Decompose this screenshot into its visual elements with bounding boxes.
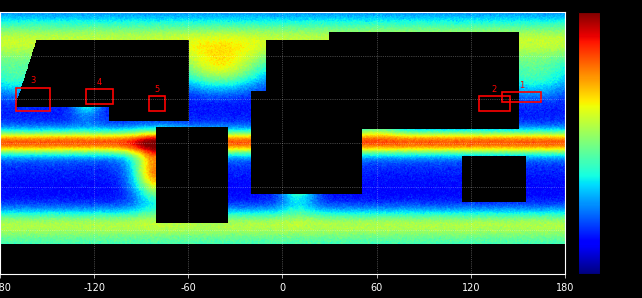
Text: 1: 1: [519, 81, 525, 90]
Bar: [15, 88, 50, 111]
Bar: [479, 97, 510, 111]
Text: 5: 5: [154, 85, 160, 94]
Text: 2: 2: [492, 85, 497, 94]
Bar: [149, 97, 165, 111]
Text: 3: 3: [30, 77, 36, 86]
Text: 4: 4: [97, 78, 102, 87]
Bar: [86, 89, 113, 104]
Bar: [502, 92, 541, 102]
